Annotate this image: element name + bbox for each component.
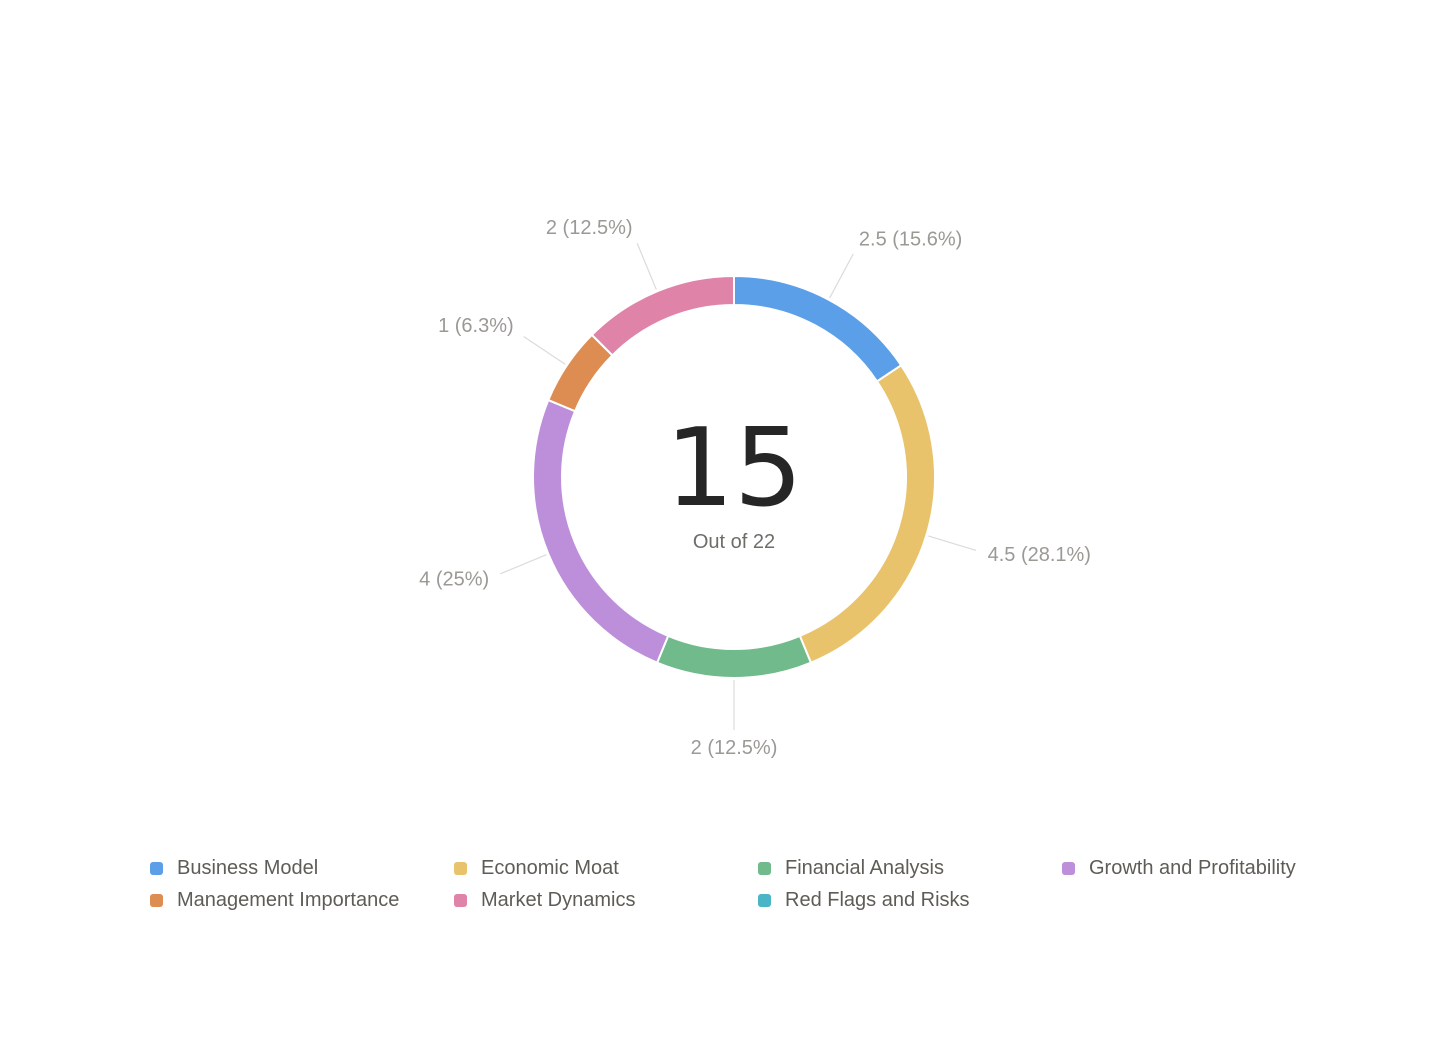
legend-row: Management Importance Market Dynamics Red … [150,884,1370,916]
leader-line-business-model [829,253,854,299]
slice-financial-analysis[interactable] [655,634,813,679]
legend-item-economic-moat[interactable]: Economic Moat [454,857,758,880]
center-score-value: 15 [665,406,802,531]
data-labels: 2.5 (15.6%) 4.5 (28.1%) 2 (12.5%) 4 (25%) 1 … [419,217,1091,759]
legend-item-financial-analysis[interactable]: Financial Analysis [758,857,1062,880]
slice-market-dynamics[interactable] [590,274,735,357]
leader-line-growth-and-profitability [500,554,547,575]
legend-row: Business Model Economic Moat Financial Ana… [150,852,1370,884]
legend-swatch [758,893,771,907]
chart-legend: Business Model Economic Moat Financial Ana… [150,852,1370,916]
leader-line-market-dynamics [636,243,657,290]
data-label-market-dynamics: 2 (12.5%) [546,217,633,239]
legend-swatch [1062,861,1075,875]
donut-slices [532,274,936,679]
data-label-financial-analysis: 2 (12.5%) [691,737,778,759]
legend-item-market-dynamics[interactable]: Market Dynamics [454,889,758,912]
slice-growth-and-profitability[interactable] [532,398,670,665]
legend-label: Growth and Profitability [1089,856,1296,879]
legend-swatch [454,861,467,875]
leader-line-economic-moat [928,535,977,552]
legend-swatch [150,861,163,875]
center-score-caption: Out of 22 [693,531,775,553]
data-label-growth-and-profitability: 4 (25%) [419,568,489,590]
data-label-management-importance: 1 (6.3%) [438,315,514,337]
legend-swatch [454,893,467,907]
legend-label: Business Model [177,856,319,879]
legend-swatch [150,893,163,907]
legend-item-red-flags-and-risks[interactable]: Red Flags and Risks [758,889,1062,912]
legend-swatch [758,861,771,875]
legend-label: Economic Moat [481,856,619,879]
leader-line-management-importance [523,335,566,365]
legend-item-business-model[interactable]: Business Model [150,857,454,880]
legend-label: Red Flags and Risks [785,888,970,911]
slice-business-model[interactable] [733,274,903,383]
data-label-economic-moat: 4.5 (28.1%) [988,544,1091,566]
legend-item-growth-and-profitability[interactable]: Growth and Profitability [1062,857,1366,880]
label-leader-lines [500,243,977,730]
legend-item-management-importance[interactable]: Management Importance [150,889,454,912]
legend-label: Financial Analysis [785,856,944,879]
legend-label: Management Importance [177,888,400,911]
legend-label: Market Dynamics [481,888,636,911]
data-label-business-model: 2.5 (15.6%) [859,228,962,250]
slice-economic-moat[interactable] [798,363,936,665]
